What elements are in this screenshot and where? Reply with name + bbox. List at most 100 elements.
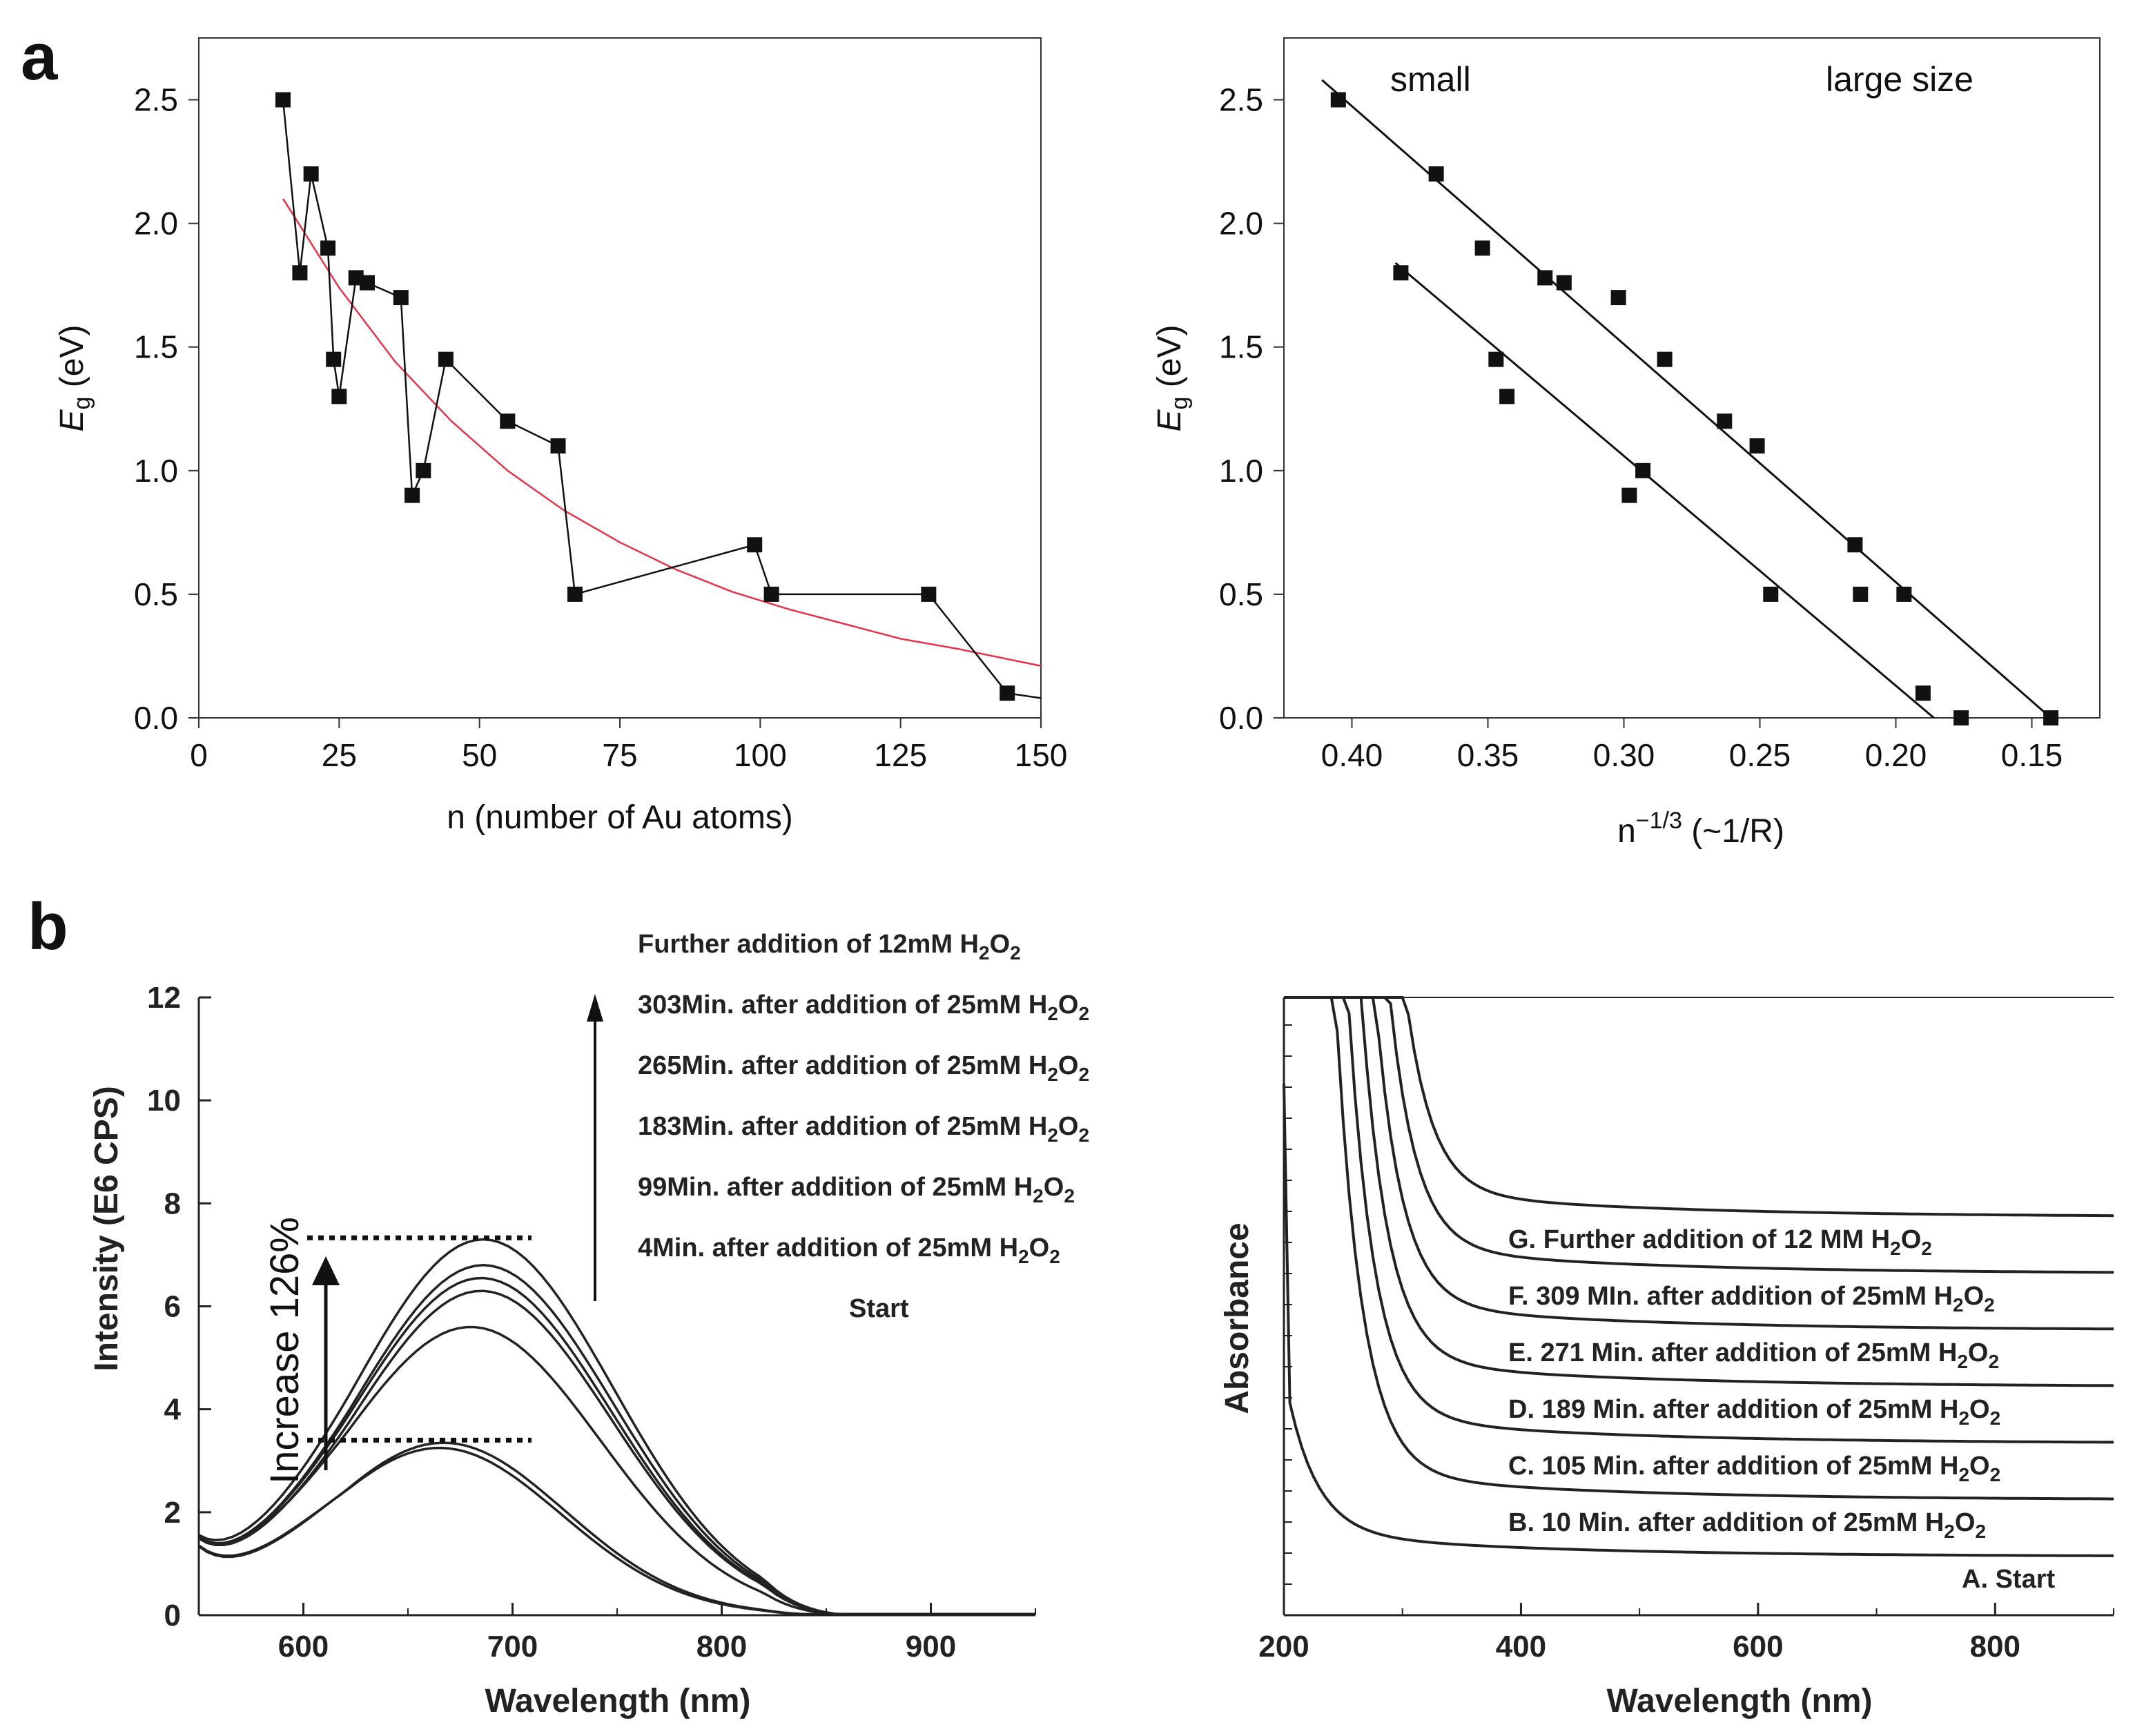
curve-start (198, 1446, 1036, 1616)
y-tick-label: 12 (147, 981, 181, 1015)
curve-303min- (198, 1264, 1036, 1616)
curve-c (1284, 996, 2114, 1444)
data-point (1330, 92, 1346, 108)
x-tick-label: 0.35 (1457, 737, 1519, 773)
curve-183min- (198, 1289, 1036, 1616)
data-point (1657, 351, 1673, 367)
panel-label-b: b (28, 890, 68, 964)
curve-a (1283, 1083, 2114, 1557)
legend-entry: Start (849, 1294, 909, 1323)
legend-entry: A. Start (1962, 1565, 2055, 1594)
x-tick-label: 0.30 (1593, 737, 1655, 773)
y-tick-label: 2.5 (134, 82, 178, 118)
x-tick-label: 0.25 (1729, 737, 1791, 773)
data-point (1635, 462, 1651, 478)
data-point (275, 92, 291, 108)
data-point (326, 351, 342, 367)
data-point (1915, 685, 1931, 701)
y-tick-label: 0.5 (1219, 576, 1263, 612)
data-point (2043, 710, 2059, 725)
x-tick-label: 0.15 (2001, 737, 2063, 773)
y-tick-label: 0.0 (134, 700, 178, 736)
data-point (763, 586, 779, 602)
data-point (1847, 537, 1863, 553)
y-tick-label: 0.0 (1219, 700, 1263, 736)
curve-f (1284, 996, 2114, 1274)
x-axis-label: n (number of Au atoms) (447, 799, 793, 836)
x-tick-label: 800 (1970, 1630, 2020, 1664)
y-tick-label: 8 (164, 1187, 181, 1220)
x-axis-label: n−1/3 (~1/R) (1617, 808, 1784, 850)
annotation-small: small (1390, 60, 1471, 99)
data-point (1763, 586, 1779, 602)
chart-a1: 0 25 50 75 100 125 150 0.0 0.5 1.0 1.5 2.0 2.5 n (nu… (54, 37, 1068, 836)
legend-entry: 303Min. after addition of 25mM H2O2 (638, 991, 1089, 1024)
series-line-data (282, 99, 1042, 699)
x-tick-label: 600 (1733, 1630, 1783, 1664)
y-axis-label: Eg (eV) (1151, 325, 1193, 432)
y-tick-label: 2.0 (1219, 206, 1263, 242)
data-point (921, 586, 937, 602)
legend-entry: F. 309 MIn. after addition of 25mM H2O2 (1508, 1282, 1995, 1316)
y-tick-label: 10 (147, 1084, 181, 1118)
y-axis-label: Absorbance (1219, 1222, 1256, 1414)
chart-a2: 0.40 0.35 0.30 0.25 0.20 0.15 0.0 0.5 1.0 1.5 2.0 2… (1151, 37, 2101, 850)
y-tick-label: 2.0 (134, 206, 178, 242)
legend-entry: 99Min. after addition of 25mM H2O2 (638, 1173, 1075, 1207)
legend-entry: E. 271 Min. after addition of 25mM H2O2 (1508, 1338, 1999, 1372)
x-tick-label: 150 (1015, 737, 1068, 773)
data-point (393, 290, 409, 306)
data-point (1749, 438, 1765, 453)
x-tick-label: 100 (734, 737, 787, 773)
y-tick-label: 0.5 (134, 576, 178, 612)
data-point (292, 265, 308, 281)
data-point (1953, 710, 1969, 725)
data-point (1621, 487, 1637, 503)
plot-frame (1283, 37, 2101, 719)
x-axis-label: Wavelength (nm) (485, 1683, 751, 1719)
y-tick-label: 6 (164, 1290, 181, 1324)
x-tick-label: 25 (322, 737, 357, 773)
fit-line (1394, 262, 1935, 719)
data-point (331, 389, 347, 404)
x-tick-label: 400 (1496, 1630, 1546, 1664)
y-tick-label: 1.0 (134, 453, 178, 489)
data-point (320, 240, 336, 256)
y-tick-label: 4 (164, 1393, 182, 1427)
data-point (360, 275, 375, 291)
data-point (550, 438, 566, 453)
y-tick-label: 1.5 (134, 329, 178, 365)
plot-frame (198, 37, 1042, 719)
data-point (416, 462, 431, 478)
y-tick-label: 1.5 (1219, 329, 1263, 365)
legend-entry: D. 189 Min. after addition of 25mM H2O2 (1508, 1395, 2000, 1429)
x-tick-label: 0 (190, 737, 208, 773)
data-point (747, 537, 763, 553)
legend-entry: G. Further addition of 12 MM H2O2 (1508, 1225, 1932, 1259)
data-point (1610, 290, 1626, 306)
legend-entry: 183Min. after addition of 25mM H2O2 (638, 1112, 1089, 1146)
data-point (1556, 275, 1572, 291)
data-point (1488, 351, 1504, 367)
legend-arrow-head (587, 994, 603, 1022)
data-point (1499, 389, 1515, 404)
data-point (500, 413, 516, 429)
x-tick-label: 125 (874, 737, 927, 773)
x-tick-label: 700 (487, 1630, 538, 1664)
data-point (438, 351, 454, 367)
y-axis-label: Intensity (E6 CPS) (88, 1086, 125, 1371)
x-tick-label: 900 (906, 1630, 956, 1664)
curve-4min- (198, 1441, 1036, 1616)
fit-line (1321, 79, 2052, 719)
y-tick-label: 2 (164, 1496, 181, 1530)
x-tick-label: 600 (278, 1630, 329, 1664)
data-point (303, 166, 319, 182)
x-tick-label: 0.20 (1865, 737, 1927, 773)
x-tick-label: 200 (1258, 1630, 1309, 1664)
curve-d (1284, 996, 2114, 1387)
panel-label-a: a (21, 20, 58, 94)
curve-g (1284, 996, 2114, 1218)
y-tick-label: 1.0 (1219, 453, 1263, 489)
y-tick-label: 2.5 (1219, 82, 1263, 118)
